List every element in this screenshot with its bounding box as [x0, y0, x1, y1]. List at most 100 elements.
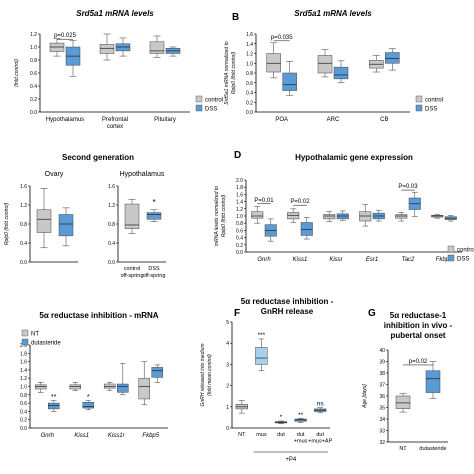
legend-label: control [205, 98, 223, 104]
y-tick-label: 0.6 [236, 228, 243, 234]
box-iqr [117, 383, 129, 393]
panel-title: GnRH release [261, 307, 314, 316]
box-dss [115, 37, 131, 57]
box-control [266, 42, 281, 79]
significance-label: * [87, 394, 90, 401]
y-tick-label: 1.6 [108, 184, 115, 190]
y-axis-label: mRNA levels normalized to [214, 186, 220, 246]
legend-swatch-nt [21, 329, 29, 337]
x-category-label: Kiss1 [74, 433, 89, 439]
y-tick-label: 2.0 [236, 178, 243, 184]
significance-label: P=0.03 [398, 184, 418, 190]
x-category-label: dut [277, 432, 285, 438]
panel-letter: G [368, 308, 376, 319]
y-tick-label: 1.2 [246, 52, 253, 58]
box-iqr [103, 383, 116, 389]
box-iqr [69, 384, 81, 390]
box-nt [103, 382, 116, 391]
box-mus_light [255, 338, 268, 372]
box-iqr [266, 53, 281, 73]
box-dss [372, 209, 385, 222]
y-tick-label: 1.0 [246, 61, 253, 67]
box-dss [282, 60, 297, 96]
box-nt [235, 400, 248, 414]
box-iqr [300, 222, 313, 236]
box-iqr [146, 212, 162, 220]
box-control [431, 213, 444, 219]
y-tick-label: 1.4 [236, 200, 243, 206]
y-tick-label: 0.0 [236, 250, 243, 256]
y-tick-label: 1.2 [30, 32, 37, 38]
y-tick-label: 0.6 [30, 71, 37, 77]
y-tick-label: 1.2 [20, 203, 27, 209]
y-tick-label: 0.0 [20, 260, 27, 266]
y-tick-label: 5 [226, 320, 229, 326]
box-iqr [255, 347, 268, 365]
x-category-label: cortex [107, 124, 123, 130]
box-dss [385, 48, 400, 71]
y-tick-label: 1.6 [246, 32, 253, 38]
y-tick-label: 32 [379, 440, 385, 446]
box-nt [395, 393, 411, 413]
y-tick-label: 0.2 [236, 243, 243, 249]
y-tick-label: 0.8 [30, 58, 37, 64]
significance-label: p=0.025 [54, 33, 77, 39]
box-iqr [336, 213, 349, 220]
y-tick-label: 0.0 [20, 426, 27, 432]
box-iqr [149, 41, 165, 54]
box-control [124, 199, 140, 234]
y-tick-label: 0.4 [20, 409, 27, 415]
panel-title: pubertal onset [390, 331, 445, 340]
y-tick-label: 1.0 [30, 45, 37, 51]
box-dutasteride [151, 364, 164, 383]
y-tick-label: 0.4 [108, 241, 115, 247]
significance-label: ** [51, 394, 57, 401]
legend-label: NT [31, 332, 39, 338]
x-category-label: mus [256, 432, 267, 438]
x-category-label: Gnrh [257, 257, 271, 263]
y-axis-label: GnRH released into medium [200, 343, 206, 406]
significance-label: p=0.02 [409, 359, 428, 365]
y-tick-label: 0.8 [236, 221, 243, 227]
panel-D: D 0.00.20.4 0.60.81.01.21.4 1.61.82.0 Hypoth… [214, 150, 474, 263]
panel-G: G 32 33 34 35 36 37 38 39 40 5α reductase-1inhibit… [362, 308, 453, 452]
box-control [359, 204, 372, 227]
significance-label: p=0.035 [271, 35, 294, 41]
y-tick-label: 1.6 [20, 360, 27, 366]
x-tick-label: control [124, 266, 141, 272]
y-tick-label: 3 [226, 362, 229, 368]
x-category-label: Pituitary [154, 117, 176, 123]
panel-letter: F [234, 308, 240, 319]
panel-title: 5α reductase-1 [390, 311, 447, 320]
panel-title: inhibition in vivo - [384, 321, 453, 330]
significance-label: *** [258, 332, 266, 339]
x-category-label: dutasteride [419, 446, 446, 452]
y-tick-label: 36 [379, 394, 385, 400]
box-dutasteride [117, 362, 129, 396]
x-category-label: Fkbp5 [436, 257, 453, 263]
y-tick-label: 0.8 [20, 222, 27, 228]
box-iqr [124, 203, 140, 230]
panel-title: Srd5a1 mRNA levels [76, 9, 154, 18]
legend-swatch-control [447, 245, 455, 253]
legend-swatch-dss [415, 104, 423, 112]
y-tick-label: 1.8 [236, 185, 243, 191]
panel-title: 5α reductase inhibition - mRNA [39, 311, 158, 320]
box-dss [336, 210, 349, 221]
box-dutasteride [82, 400, 95, 411]
y-tick-label: 0.6 [20, 401, 27, 407]
box-control [369, 55, 384, 73]
y-tick-label: 0.4 [30, 84, 37, 90]
x-tick-label: DSS [148, 266, 160, 272]
significance-label: ns [317, 401, 325, 408]
y-tick-label: 0.8 [20, 393, 27, 399]
y-tick-label: 1.2 [20, 376, 27, 382]
y-axis-label: (fold control) [14, 59, 20, 87]
y-tick-label: 1.2 [236, 207, 243, 213]
y-tick-label: 0.0 [108, 260, 115, 266]
box-control [251, 206, 264, 224]
panel-title: 5α reductase inhibition - [241, 297, 334, 306]
x-category-label: Gnrh [41, 433, 55, 439]
panel-letter: B [232, 12, 239, 23]
legend-label: control [425, 98, 443, 104]
